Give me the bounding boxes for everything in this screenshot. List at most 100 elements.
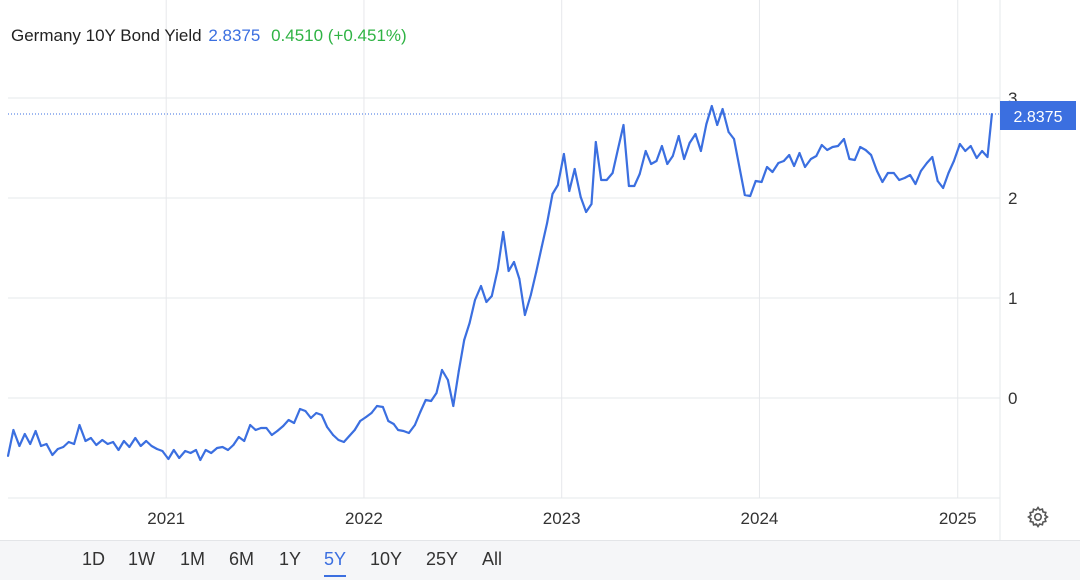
data-point <box>738 166 741 168</box>
data-point <box>34 430 37 432</box>
data-point <box>485 301 488 303</box>
range-button-6m[interactable]: 6M <box>229 549 255 569</box>
data-point <box>413 424 416 426</box>
data-point <box>809 158 812 160</box>
data-point <box>815 155 818 157</box>
y-tick-label: 1 <box>1008 289 1017 308</box>
data-point <box>40 445 43 447</box>
data-point <box>671 155 674 157</box>
data-point <box>947 172 950 174</box>
data-point <box>826 149 829 151</box>
data-point <box>370 412 373 414</box>
data-point <box>749 195 752 197</box>
data-point <box>243 440 246 442</box>
data-point <box>430 400 433 402</box>
data-point <box>101 439 104 441</box>
data-point <box>864 149 867 151</box>
settings-gear-icon[interactable] <box>1026 505 1050 529</box>
current-price: 2.8375 <box>208 26 261 45</box>
data-point <box>529 294 532 296</box>
data-point <box>925 162 928 164</box>
data-point <box>287 419 290 421</box>
range-button-25y[interactable]: 25Y <box>426 549 459 569</box>
range-button-1d[interactable]: 1D <box>82 549 106 569</box>
data-point <box>535 271 538 273</box>
data-point <box>694 133 697 135</box>
data-point <box>189 452 192 454</box>
data-point <box>611 172 614 174</box>
data-point <box>743 194 746 196</box>
data-point <box>540 246 543 248</box>
data-point <box>551 193 554 195</box>
data-point <box>605 179 608 181</box>
data-point <box>419 411 422 413</box>
data-point <box>969 145 972 147</box>
data-point <box>304 410 307 412</box>
data-point <box>788 154 791 156</box>
data-point <box>627 185 630 187</box>
data-point <box>727 131 730 133</box>
data-point <box>562 153 565 155</box>
range-button-1y[interactable]: 1Y <box>279 549 302 569</box>
data-point <box>276 430 279 432</box>
y-tick-label: 3 <box>1008 89 1017 108</box>
data-point <box>29 443 32 445</box>
data-point <box>237 436 240 438</box>
data-point <box>573 168 576 170</box>
data-point <box>56 448 59 450</box>
data-point <box>112 441 115 443</box>
data-point <box>122 440 125 442</box>
data-point <box>881 181 884 183</box>
data-point <box>139 445 142 447</box>
data-point <box>594 141 597 143</box>
data-point <box>876 170 879 172</box>
price-change: 0.4510 (+0.451%) <box>271 26 407 45</box>
data-point <box>117 449 120 451</box>
data-point <box>67 441 70 443</box>
data-point <box>981 150 984 152</box>
data-point <box>986 156 989 158</box>
data-point <box>155 448 158 450</box>
data-point <box>299 408 302 410</box>
data-point <box>942 187 945 189</box>
data-point <box>622 124 625 126</box>
data-point <box>803 166 806 168</box>
data-point <box>683 158 686 160</box>
data-point <box>172 449 175 451</box>
data-point <box>546 222 549 224</box>
data-point <box>766 166 769 168</box>
range-button-10y[interactable]: 10Y <box>370 549 403 569</box>
data-point <box>633 185 636 187</box>
range-button-1w[interactable]: 1W <box>128 549 155 569</box>
data-point <box>990 113 993 115</box>
data-point <box>556 184 559 186</box>
range-button-all[interactable]: All <box>482 549 503 569</box>
data-point <box>359 420 362 422</box>
data-point <box>914 183 917 185</box>
data-point <box>7 455 9 457</box>
data-point <box>831 146 834 148</box>
data-point <box>365 416 368 418</box>
data-point <box>282 425 285 427</box>
data-point <box>798 152 801 154</box>
data-point <box>848 158 851 160</box>
data-point <box>353 429 356 431</box>
data-point <box>78 424 81 426</box>
instrument-name: Germany 10Y Bond Yield <box>11 26 202 45</box>
data-point <box>293 422 296 424</box>
data-point <box>134 437 137 439</box>
data-point <box>342 441 345 443</box>
range-button-5y[interactable]: 5Y <box>324 549 347 577</box>
data-point <box>782 160 785 162</box>
data-point <box>89 437 92 439</box>
data-point <box>710 105 713 107</box>
data-point <box>820 144 823 146</box>
data-point <box>270 434 273 436</box>
data-point <box>73 443 76 445</box>
data-point <box>452 405 455 407</box>
line-chart: 2021 2022 2023 2024 2025 3 2 1 0 2.8375 <box>6 0 1076 540</box>
data-point <box>23 433 26 435</box>
data-point <box>650 163 653 165</box>
range-button-1m[interactable]: 1M <box>180 549 206 569</box>
data-point <box>721 108 724 110</box>
